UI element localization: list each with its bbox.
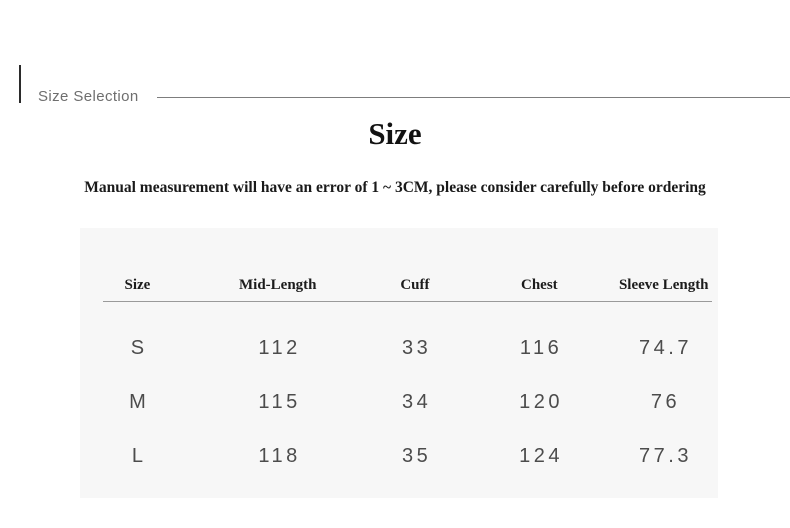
size-table-panel: Size Mid-Length Cuff Chest Sleeve Length… xyxy=(80,228,718,498)
table-row-s: S 112 33 116 74.7 xyxy=(80,321,718,375)
chest-cell: 120 xyxy=(519,390,564,413)
section-accent-bar xyxy=(19,65,21,103)
chest-cell: 116 xyxy=(519,336,563,359)
mid-length-cell: 112 xyxy=(258,336,301,359)
column-header-sleeve-length: Sleeve Length xyxy=(618,277,709,293)
measurement-note: Manual measurement will have an error of… xyxy=(84,179,706,196)
table-row-l: L 118 35 124 77.3 xyxy=(80,429,718,483)
mid-length-cell: 118 xyxy=(258,444,301,467)
column-header-cuff: Cuff xyxy=(400,277,430,293)
sleeve-length-cell: 77.3 xyxy=(639,444,692,467)
header-rule xyxy=(103,301,712,302)
size-cell: L xyxy=(131,444,147,467)
sleeve-length-cell: 76 xyxy=(650,390,681,413)
section-divider-line xyxy=(157,97,790,98)
column-header-chest: Chest xyxy=(521,277,558,293)
cuff-cell: 34 xyxy=(402,390,432,413)
mid-length-cell: 115 xyxy=(258,390,301,413)
sleeve-length-cell: 74.7 xyxy=(639,336,692,359)
size-table-body: S 112 33 116 74.7 M 115 34 120 76 L 118 … xyxy=(80,302,718,483)
cuff-cell: 33 xyxy=(402,336,432,359)
chest-cell: 124 xyxy=(519,444,564,467)
size-cell: S xyxy=(130,336,148,359)
page-title: Size xyxy=(368,116,422,151)
table-row-m: M 115 34 120 76 xyxy=(80,375,718,429)
column-header-size: Size xyxy=(124,277,151,293)
section-label: Size Selection xyxy=(38,88,139,105)
cuff-cell: 35 xyxy=(402,444,432,467)
size-cell: M xyxy=(129,390,150,413)
column-header-mid-length: Mid-Length xyxy=(239,277,317,293)
size-table-header-row: Size Mid-Length Cuff Chest Sleeve Length xyxy=(80,228,718,294)
